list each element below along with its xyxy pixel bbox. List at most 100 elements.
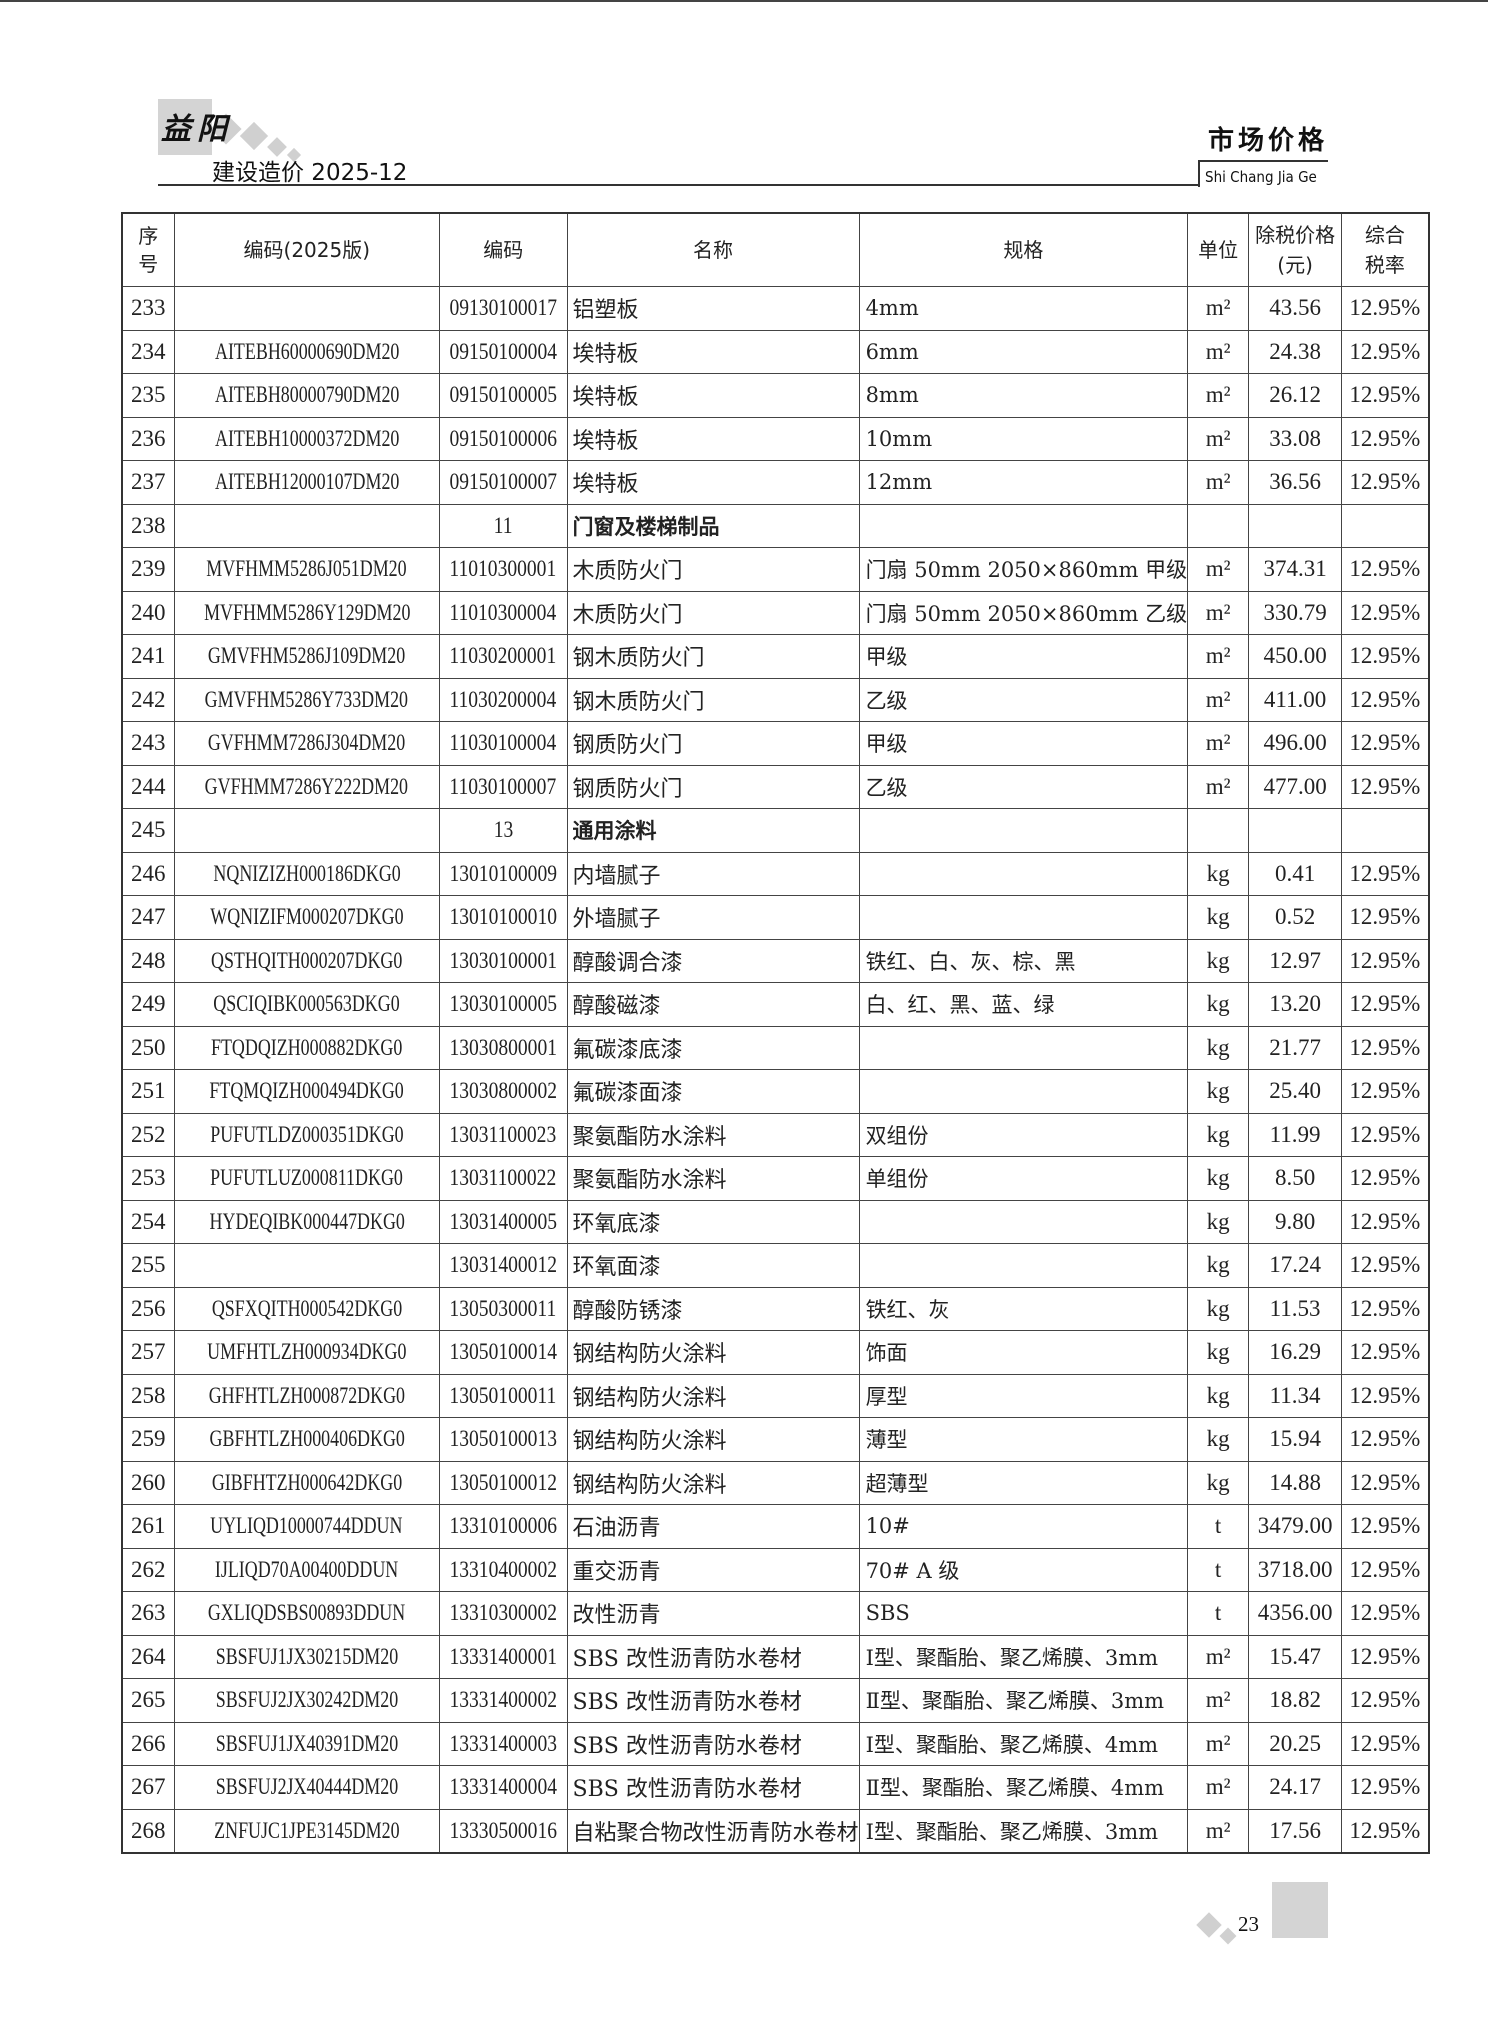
cell-unit: kg [1187,1373,1250,1418]
cell-name: 埃特板 [566,373,860,418]
cell-spec-text: 单组份 [865,1167,929,1192]
table-row: 252 PUFUTLDZ000351DKG0 13031100023 聚氨酯防水涂料 双… [121,1112,1430,1157]
cell-unit-text: m² [1205,1643,1231,1669]
cell-spec: 门扇 50mm 2050×860mm 乙级 [858,590,1189,635]
cell-price-text: 43.56 [1269,295,1321,321]
cell-code-text: 13331400002 [449,1687,558,1713]
cell-no: 258 [121,1373,175,1418]
cell-tax-rate: 12.95% [1341,1112,1430,1157]
cell-unit-text: m² [1205,338,1231,364]
cell-unit-text: kg [1206,1469,1230,1495]
cell-code: 13031100023 [439,1112,568,1157]
cell-name: 醇酸防锈漆 [566,1286,860,1331]
cell-code: 13031400005 [439,1199,568,1244]
cell-code-2025: AITEBH60000690DM20 [173,329,441,374]
cell-unit-text: m² [1205,469,1231,495]
cell-no: 242 [121,677,175,722]
cell-name: 环氧面漆 [566,1243,860,1288]
cell-code-2025-text: UYLIQD10000744DDUN [210,1513,403,1539]
cell-unit-text: kg [1206,991,1230,1017]
cell-tax-rate-text: 12.95% [1349,1295,1421,1321]
table-row: 235 AITEBH80000790DM20 09150100005 埃特板 8mm m²… [121,373,1430,418]
cell-price: 14.88 [1248,1460,1343,1505]
cell-unit-text: m² [1205,730,1231,756]
cell-tax-rate-text: 12.95% [1349,947,1421,973]
cell-spec: 4mm [858,286,1189,331]
cell-tax-rate-text: 12.95% [1349,1600,1421,1626]
cell-tax-rate: 12.95% [1341,677,1430,722]
cell-price-text: 18.82 [1269,1687,1321,1713]
cell-code: 13331400001 [439,1634,568,1679]
cell-spec-text: SBS [865,1601,910,1626]
cell-code-text: 09150100004 [449,338,558,364]
cell-price: 25.40 [1248,1069,1343,1114]
cell-unit-text: kg [1206,1339,1230,1365]
cell-spec [858,1199,1189,1244]
col-header-price: 除税价格(元) [1248,212,1343,287]
cell-code: 13010100010 [439,895,568,940]
cell-price-text: 15.94 [1269,1426,1321,1452]
cell-code: 13 [439,808,568,853]
cell-unit-text: kg [1206,1426,1230,1452]
cell-price-text: 330.79 [1263,599,1327,625]
cell-tax-rate: 12.95% [1341,416,1430,461]
col-header-code-2025: 编码(2025版) [173,212,441,287]
cell-code-text: 13030100005 [449,991,558,1017]
cell-tax-rate: 12.95% [1341,1591,1430,1636]
table-row: 247 WQNIZIFM000207DKG0 13010100010 外墙腻子 kg 0.… [121,895,1430,940]
cell-spec: 8mm [858,373,1189,418]
cell-tax-rate: 12.95% [1341,982,1430,1027]
cell-no: 268 [121,1808,175,1854]
cell-code-text: 09130100017 [449,295,558,321]
cell-name-text: 醇酸调合漆 [572,950,683,976]
cell-name: 重交沥青 [566,1547,860,1592]
cell-code-2025-text: GIBFHTZH000642DKG0 [211,1469,402,1495]
cell-spec: 10# [858,1504,1189,1549]
cell-code-text: 13031400012 [449,1252,558,1278]
cell-name-text: 聚氨酯防水涂料 [572,1168,727,1194]
cell-price: 0.52 [1248,895,1343,940]
cell-name: 铝塑板 [566,286,860,331]
cell-price [1248,503,1343,548]
cell-code-2025-text: AITEBH10000372DM20 [214,425,399,451]
cell-code-2025: AITEBH10000372DM20 [173,416,441,461]
cell-code-text: 13010100010 [449,904,558,930]
cell-no-text: 254 [131,1208,166,1234]
cell-code: 13310100006 [439,1504,568,1549]
cell-price-text: 11.53 [1269,1295,1321,1321]
cell-code-2025: HYDEQIBK000447DKG0 [173,1199,441,1244]
cell-no-text: 260 [131,1469,166,1495]
cell-code-2025: MVFHMM5286J051DM20 [173,547,441,592]
cell-code-2025: QSCIQIBK000563DKG0 [173,982,441,1027]
cell-no-text: 233 [131,295,166,321]
cell-spec: Ⅱ型、聚酯胎、聚乙烯膜、3mm [858,1678,1189,1723]
cell-no: 265 [121,1678,175,1723]
cell-tax-rate: 12.95% [1341,1286,1430,1331]
cell-price: 11.53 [1248,1286,1343,1331]
cell-no: 252 [121,1112,175,1157]
table-row: 266 SBSFUJ1JX40391DM20 13331400003 SBS 改性沥青… [121,1721,1430,1766]
cell-no-text: 267 [131,1774,166,1800]
cell-code: 11030200004 [439,677,568,722]
cell-unit: kg [1187,1156,1250,1201]
cell-code-2025: MVFHMM5286Y129DM20 [173,590,441,635]
cell-name-text: 石油沥青 [572,1516,661,1542]
cell-tax-rate-text: 12.95% [1349,991,1421,1017]
cell-name-text: 氟碳漆面漆 [572,1081,683,1107]
publication-issue: 建设造价 2025-12 [212,160,408,186]
cell-price: 330.79 [1248,590,1343,635]
cell-code: 13310400002 [439,1547,568,1592]
cell-name-text: 门窗及楼梯制品 [572,514,720,539]
cell-price-text: 24.38 [1269,338,1321,364]
cell-no-text: 237 [131,469,166,495]
cell-unit-text: t [1214,1513,1222,1539]
cell-unit-text: m² [1205,1774,1231,1800]
col-header-tax-rate: 综合税率 [1341,212,1430,287]
cell-price-text: 374.31 [1263,556,1327,582]
cell-spec-text: 乙级 [865,688,908,713]
cell-no-text: 244 [131,773,166,799]
cell-unit: t [1187,1547,1250,1592]
cell-code-2025-text: NQNIZIZH000186DKG0 [213,860,401,886]
cell-code: 13050100011 [439,1373,568,1418]
cell-code: 11010300001 [439,547,568,592]
